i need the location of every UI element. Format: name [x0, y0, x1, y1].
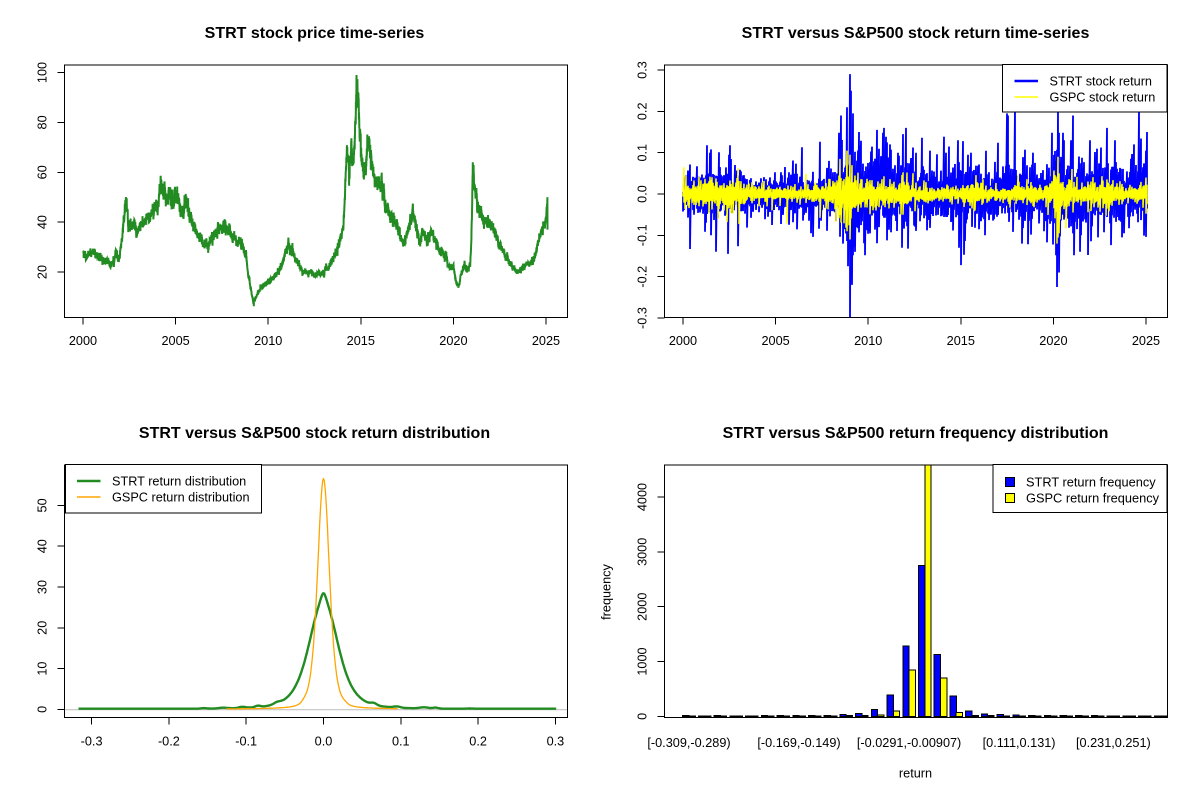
svg-text:20: 20 — [36, 265, 50, 279]
svg-text:10: 10 — [36, 662, 50, 676]
svg-text:STRT versus S&P500 stock retur: STRT versus S&P500 stock return time-ser… — [742, 25, 1090, 42]
svg-text:frequency: frequency — [600, 563, 614, 619]
svg-text:2015: 2015 — [947, 334, 975, 348]
svg-text:2000: 2000 — [636, 593, 650, 621]
svg-text:0.3: 0.3 — [636, 61, 650, 79]
svg-text:1000: 1000 — [636, 647, 650, 675]
svg-text:[0.231,0.251): [0.231,0.251) — [1076, 736, 1151, 750]
svg-text:2025: 2025 — [532, 334, 560, 348]
svg-text:4000: 4000 — [636, 483, 650, 511]
svg-text:STRT return frequency: STRT return frequency — [1026, 475, 1156, 490]
svg-text:0.3: 0.3 — [547, 735, 565, 749]
svg-text:return: return — [899, 767, 932, 781]
svg-text:[0.111,0.131): [0.111,0.131) — [983, 736, 1056, 750]
svg-text:2020: 2020 — [439, 334, 467, 348]
svg-text:STRT stock return: STRT stock return — [1050, 75, 1152, 89]
svg-text:0.0: 0.0 — [315, 735, 333, 749]
svg-text:2005: 2005 — [161, 334, 189, 348]
svg-text:80: 80 — [36, 115, 50, 129]
svg-text:[-0.309,-0.289): [-0.309,-0.289) — [647, 736, 730, 750]
svg-text:2000: 2000 — [69, 334, 97, 348]
svg-text:60: 60 — [36, 165, 50, 179]
svg-text:-0.2: -0.2 — [636, 266, 650, 288]
svg-text:-0.1: -0.1 — [636, 224, 650, 246]
svg-text:STRT return distribution: STRT return distribution — [112, 475, 246, 489]
svg-text:50: 50 — [36, 498, 50, 512]
svg-text:0.1: 0.1 — [636, 144, 650, 162]
svg-text:0: 0 — [36, 706, 50, 713]
svg-text:100: 100 — [36, 62, 50, 83]
svg-text:20: 20 — [36, 621, 50, 635]
svg-text:STRT versus S&P500 stock retur: STRT versus S&P500 stock return distribu… — [139, 425, 490, 442]
svg-text:30: 30 — [36, 580, 50, 594]
svg-text:3000: 3000 — [636, 538, 650, 566]
svg-text:STRT stock price time-series: STRT stock price time-series — [205, 25, 425, 42]
svg-text:2025: 2025 — [1132, 334, 1160, 348]
svg-text:STRT versus S&P500 return freq: STRT versus S&P500 return frequency dist… — [723, 425, 1109, 442]
svg-text:GSPC return distribution: GSPC return distribution — [112, 491, 250, 505]
svg-text:2000: 2000 — [669, 334, 697, 348]
svg-text:-0.1: -0.1 — [235, 735, 257, 749]
svg-text:GSPC stock return: GSPC stock return — [1050, 91, 1156, 105]
svg-text:[-0.169,-0.149): [-0.169,-0.149) — [757, 736, 840, 750]
svg-text:-0.3: -0.3 — [81, 735, 103, 749]
svg-text:2005: 2005 — [761, 334, 789, 348]
svg-text:0: 0 — [636, 713, 650, 720]
svg-text:[-0.0291,-0.00907): [-0.0291,-0.00907) — [857, 736, 961, 750]
svg-text:2010: 2010 — [254, 334, 282, 348]
svg-text:0.1: 0.1 — [392, 735, 410, 749]
svg-text:-0.2: -0.2 — [158, 735, 180, 749]
svg-text:2015: 2015 — [347, 334, 375, 348]
svg-text:0.0: 0.0 — [636, 185, 650, 203]
svg-text:2020: 2020 — [1039, 334, 1067, 348]
svg-text:2010: 2010 — [854, 334, 882, 348]
svg-text:-0.3: -0.3 — [636, 307, 650, 329]
svg-text:GSPC return frequency: GSPC return frequency — [1026, 491, 1160, 506]
svg-text:40: 40 — [36, 215, 50, 229]
svg-text:0.2: 0.2 — [636, 102, 650, 120]
svg-text:40: 40 — [36, 539, 50, 553]
svg-text:0.2: 0.2 — [469, 735, 487, 749]
